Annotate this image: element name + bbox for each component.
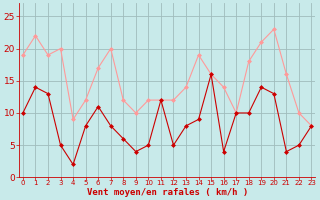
X-axis label: Vent moyen/en rafales ( km/h ): Vent moyen/en rafales ( km/h ) <box>87 188 248 197</box>
